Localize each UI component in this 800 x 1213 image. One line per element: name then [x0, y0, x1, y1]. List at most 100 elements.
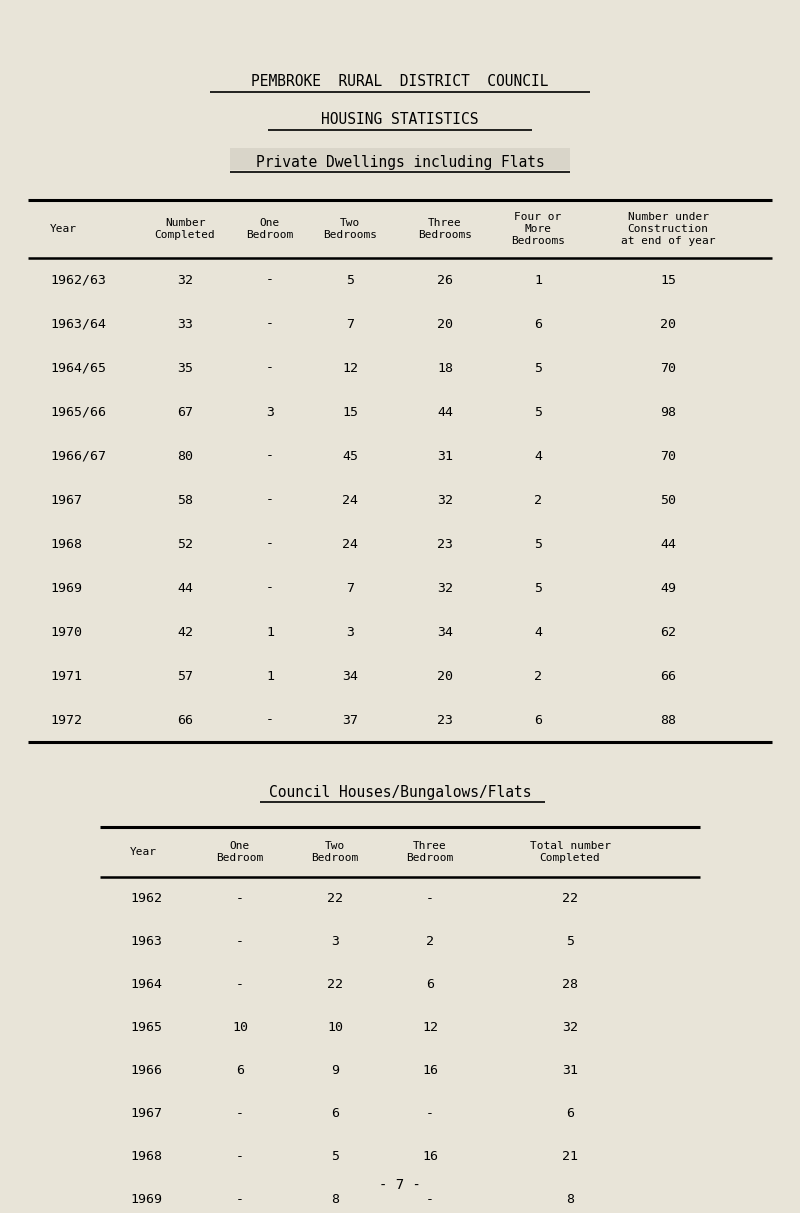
Text: 21: 21	[562, 1150, 578, 1163]
Text: -: -	[266, 273, 274, 286]
Text: 58: 58	[177, 494, 193, 507]
Text: Number
Completed: Number Completed	[154, 218, 215, 240]
Text: 52: 52	[177, 537, 193, 551]
Text: Three
Bedrooms: Three Bedrooms	[418, 218, 472, 240]
Text: -: -	[236, 978, 244, 991]
Text: 7: 7	[346, 318, 354, 330]
Text: 15: 15	[342, 405, 358, 418]
Text: 42: 42	[177, 626, 193, 638]
Text: 1968: 1968	[50, 537, 82, 551]
Text: 2: 2	[534, 494, 542, 507]
Text: 67: 67	[177, 405, 193, 418]
Text: 80: 80	[177, 450, 193, 462]
Text: 6: 6	[534, 318, 542, 330]
Text: 20: 20	[437, 318, 453, 330]
Text: 3: 3	[331, 935, 339, 949]
Text: 98: 98	[660, 405, 676, 418]
Text: 9: 9	[331, 1064, 339, 1077]
Text: 5: 5	[331, 1150, 339, 1163]
Bar	[230, 148, 570, 170]
Text: 12: 12	[342, 361, 358, 375]
Text: 70: 70	[660, 450, 676, 462]
Text: - 7 -: - 7 -	[379, 1178, 421, 1192]
Text: 34: 34	[342, 670, 358, 683]
Text: HOUSING STATISTICS: HOUSING STATISTICS	[322, 113, 478, 127]
Text: 7: 7	[346, 581, 354, 594]
Text: 4: 4	[534, 450, 542, 462]
Text: 44: 44	[437, 405, 453, 418]
Text: 28: 28	[562, 978, 578, 991]
Text: 31: 31	[437, 450, 453, 462]
Text: 1: 1	[266, 626, 274, 638]
Text: 10: 10	[327, 1021, 343, 1033]
Text: Year: Year	[50, 224, 77, 234]
Text: 4: 4	[534, 626, 542, 638]
Text: 1963: 1963	[130, 935, 162, 949]
Text: -: -	[426, 1107, 434, 1120]
Text: 20: 20	[660, 318, 676, 330]
Text: 1967: 1967	[50, 494, 82, 507]
Text: One
Bedroom: One Bedroom	[246, 218, 294, 240]
Text: 5: 5	[346, 273, 354, 286]
Text: 10: 10	[232, 1021, 248, 1033]
Text: -: -	[266, 361, 274, 375]
Text: 32: 32	[177, 273, 193, 286]
Text: 24: 24	[342, 494, 358, 507]
Text: 32: 32	[562, 1021, 578, 1033]
Text: -: -	[236, 1150, 244, 1163]
Text: -: -	[266, 450, 274, 462]
Text: 44: 44	[660, 537, 676, 551]
Text: -: -	[236, 1194, 244, 1206]
Text: One
Bedroom: One Bedroom	[216, 841, 264, 862]
Text: -: -	[236, 892, 244, 905]
Text: 33: 33	[177, 318, 193, 330]
Text: Year: Year	[130, 847, 157, 858]
Text: 16: 16	[422, 1150, 438, 1163]
Text: 1969: 1969	[130, 1194, 162, 1206]
Text: 1962: 1962	[130, 892, 162, 905]
Text: 1: 1	[266, 670, 274, 683]
Text: Council Houses/Bungalows/Flats: Council Houses/Bungalows/Flats	[269, 785, 531, 799]
Text: 32: 32	[437, 581, 453, 594]
Text: 2: 2	[534, 670, 542, 683]
Text: 18: 18	[437, 361, 453, 375]
Text: 34: 34	[437, 626, 453, 638]
Text: 5: 5	[534, 361, 542, 375]
Text: 62: 62	[660, 626, 676, 638]
Text: 35: 35	[177, 361, 193, 375]
Text: Number under
Construction
at end of year: Number under Construction at end of year	[621, 212, 715, 246]
Text: 15: 15	[660, 273, 676, 286]
Text: 26: 26	[437, 273, 453, 286]
Text: -: -	[426, 1194, 434, 1206]
Text: 44: 44	[177, 581, 193, 594]
Text: 6: 6	[331, 1107, 339, 1120]
Text: 22: 22	[562, 892, 578, 905]
Text: 8: 8	[331, 1194, 339, 1206]
Text: 49: 49	[660, 581, 676, 594]
Text: 22: 22	[327, 978, 343, 991]
Text: 66: 66	[660, 670, 676, 683]
Text: PEMBROKE  RURAL  DISTRICT  COUNCIL: PEMBROKE RURAL DISTRICT COUNCIL	[251, 74, 549, 90]
Text: Two
Bedrooms: Two Bedrooms	[323, 218, 377, 240]
Text: 12: 12	[422, 1021, 438, 1033]
Text: 1971: 1971	[50, 670, 82, 683]
Text: -: -	[266, 713, 274, 727]
Text: 32: 32	[437, 494, 453, 507]
Text: -: -	[266, 581, 274, 594]
Text: 88: 88	[660, 713, 676, 727]
Text: 50: 50	[660, 494, 676, 507]
Text: 1970: 1970	[50, 626, 82, 638]
Text: 6: 6	[534, 713, 542, 727]
Text: Two
Bedroom: Two Bedroom	[311, 841, 358, 862]
Text: 5: 5	[534, 537, 542, 551]
Text: 1965/66: 1965/66	[50, 405, 106, 418]
Text: 1964: 1964	[130, 978, 162, 991]
Text: 1964/65: 1964/65	[50, 361, 106, 375]
Text: 20: 20	[437, 670, 453, 683]
Text: 66: 66	[177, 713, 193, 727]
Text: 23: 23	[437, 537, 453, 551]
Text: -: -	[266, 494, 274, 507]
Text: Total number
Completed: Total number Completed	[530, 841, 610, 862]
Text: 1966: 1966	[130, 1064, 162, 1077]
Text: 1965: 1965	[130, 1021, 162, 1033]
